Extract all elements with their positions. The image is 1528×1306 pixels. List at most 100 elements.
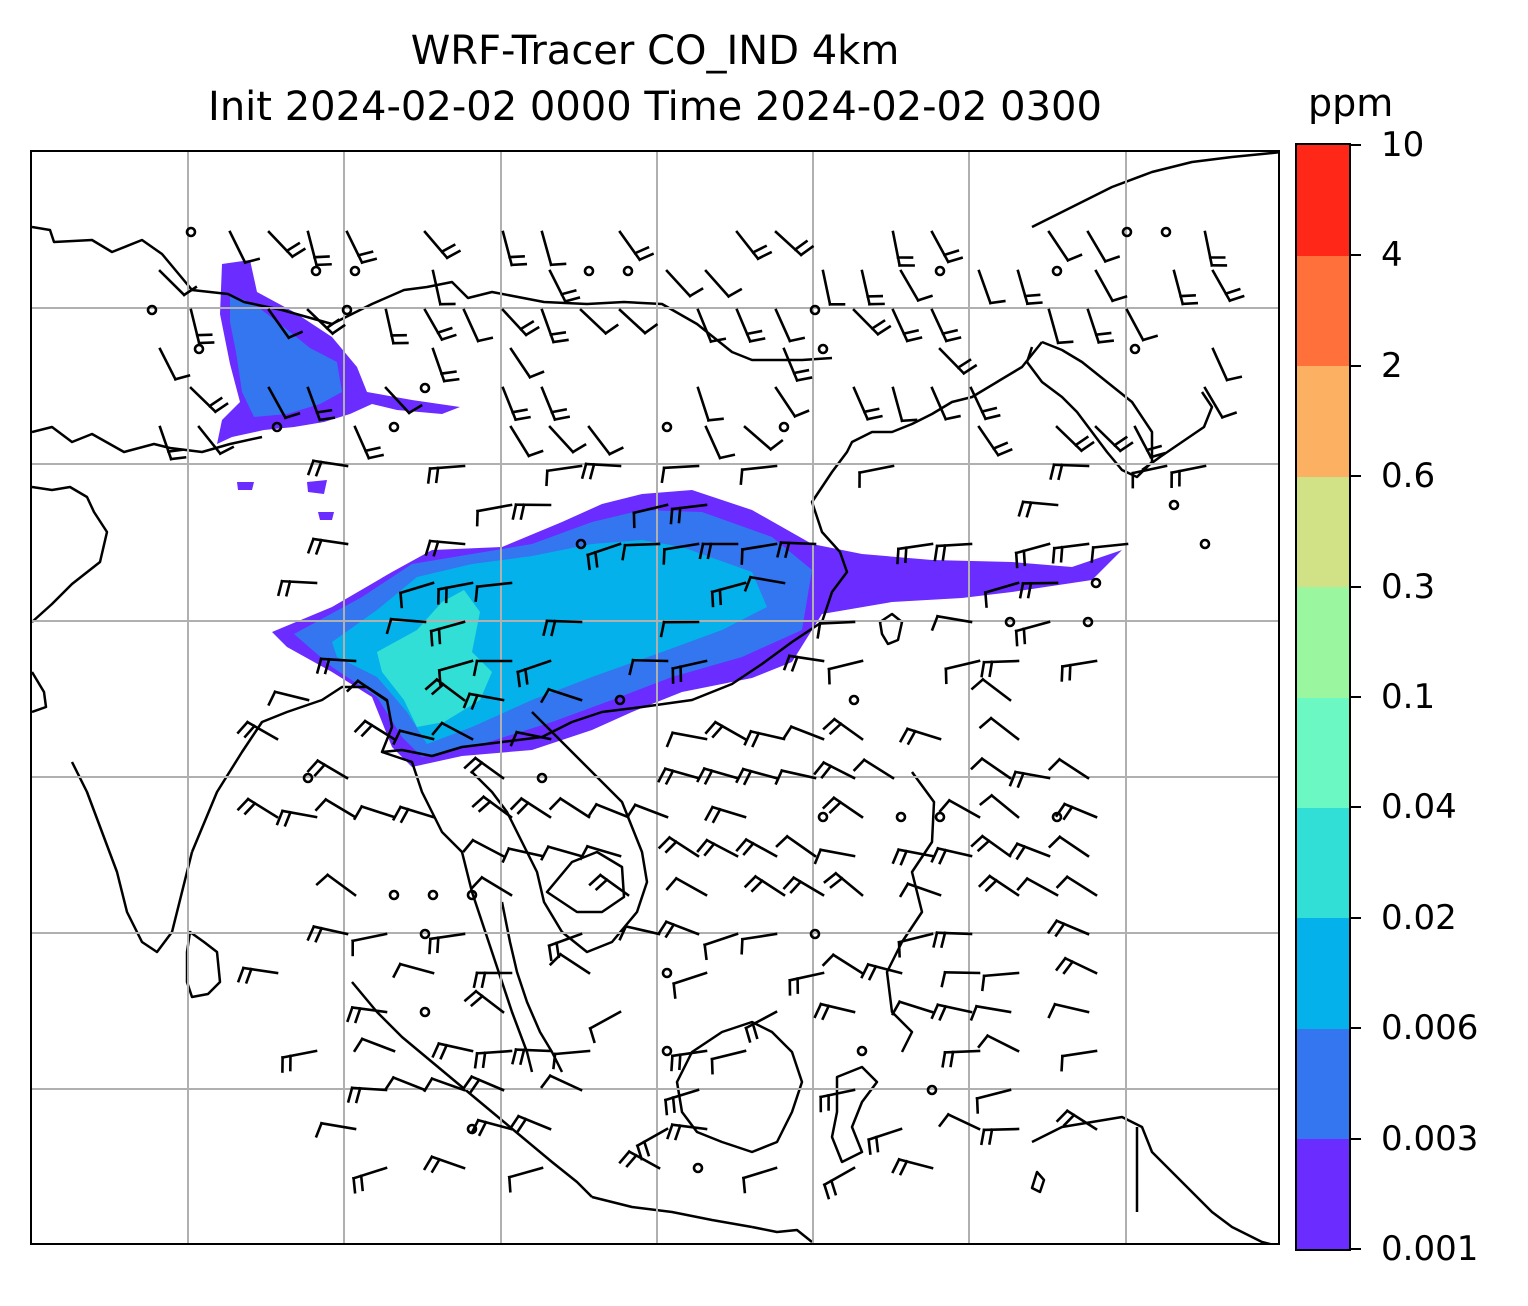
wind-barb-shaft — [748, 575, 786, 585]
wind-barb-shaft — [833, 871, 864, 897]
wind-barb-flag — [799, 244, 815, 257]
wind-barb-shaft — [158, 269, 186, 297]
wind-barb-shaft — [897, 1000, 934, 1014]
wind-barb-shaft — [1125, 308, 1145, 342]
wind-barb-shaft — [713, 720, 747, 741]
wind-barb-flag — [1060, 665, 1064, 682]
calm-wind-marker — [661, 1045, 673, 1057]
wind-barb-shaft — [1025, 876, 1059, 897]
wind-barb-shaft — [624, 924, 661, 936]
colorbar-tick-label: 10 — [1381, 125, 1425, 165]
wind-barb-flag — [430, 682, 446, 696]
wind-barb-flag — [906, 729, 917, 746]
wind-barb-shaft — [788, 971, 825, 982]
wind-barb-flag — [367, 453, 385, 460]
wind-barb-shaft — [867, 1127, 903, 1142]
wind-barb-flag — [660, 466, 666, 484]
wind-barb-flag — [437, 627, 442, 645]
wind-barb-shaft — [514, 1048, 552, 1053]
wind-barb-flag — [236, 720, 250, 735]
wind-barb-shaft — [476, 503, 513, 513]
wind-barb-flag — [539, 1073, 553, 1089]
wind-barb-flag — [944, 414, 961, 421]
wind-barb-flag — [1181, 301, 1199, 306]
wind-barb-flag — [711, 807, 722, 824]
wind-barb-flag — [1224, 287, 1241, 296]
wind-barb-flag — [703, 943, 708, 961]
wind-barb-flag — [197, 341, 215, 345]
wind-barb-flag — [314, 926, 324, 943]
wind-barb-flag — [470, 875, 484, 890]
wind-barb-flag — [429, 629, 434, 647]
wind-barb-flag — [665, 731, 675, 748]
wind-barb-flag — [916, 294, 934, 303]
wind-barb-shaft — [663, 1088, 700, 1102]
wind-barb-shaft — [936, 846, 973, 858]
wind-barb-flag — [314, 538, 323, 555]
wind-barb-flag — [519, 1048, 526, 1066]
calm-wind-marker — [146, 304, 158, 316]
wind-barb-flag — [243, 724, 257, 739]
colorbar-tick — [1351, 1137, 1361, 1140]
wind-barb-flag — [507, 1175, 512, 1193]
wind-barb-flag — [739, 468, 744, 486]
wind-barb-shaft — [547, 687, 583, 702]
plume-main-core — [377, 590, 492, 727]
wind-barb-flag — [243, 801, 257, 816]
wind-barb-flag — [978, 793, 994, 807]
wind-barb-flag — [1179, 294, 1196, 298]
wind-barb-flag — [709, 337, 727, 344]
wind-barb-shaft — [588, 1010, 622, 1031]
wind-barb-flag — [618, 1149, 632, 1165]
wind-barb-flag — [314, 1121, 324, 1138]
wind-barb-shaft — [315, 758, 349, 780]
wind-barb-flag — [789, 879, 803, 894]
wind-barb-shaft — [306, 230, 319, 267]
coast-china-south — [381, 620, 823, 758]
plume-north-inner — [230, 294, 342, 417]
wind-barb-flag — [346, 1005, 354, 1023]
wind-barb-flag — [476, 336, 494, 343]
wind-barb-shaft — [735, 230, 760, 261]
wind-barb-flag — [422, 1155, 434, 1171]
wind-barb-flag — [628, 658, 635, 676]
wind-barb-flag — [633, 245, 650, 255]
wind-barb-flag — [474, 585, 479, 603]
colorbar-tick-label: 0.006 — [1381, 1008, 1479, 1049]
wind-barb-flag — [768, 438, 784, 452]
wind-barb-flag — [552, 1052, 557, 1070]
wind-barb-flag — [821, 952, 836, 967]
calm-wind-marker — [809, 928, 821, 940]
wind-barb-shaft — [782, 347, 799, 383]
wind-barb-flag — [207, 396, 224, 408]
wind-barb-flag — [704, 805, 715, 822]
calm-wind-marker — [848, 694, 860, 706]
wind-barb-flag — [718, 453, 736, 460]
wind-barb-shaft — [519, 796, 552, 819]
calm-wind-marker — [1051, 265, 1063, 277]
wind-barb-shaft — [704, 269, 731, 299]
wind-barb-flag — [904, 546, 908, 564]
calm-wind-marker — [193, 343, 205, 355]
colorbar-segment — [1297, 476, 1349, 588]
calm-wind-marker — [856, 1045, 868, 1057]
wind-barb-flag — [516, 1117, 528, 1133]
wind-barb-shaft — [384, 308, 395, 345]
wind-barb-flag — [236, 797, 250, 812]
wind-barb-shaft — [662, 542, 700, 551]
wind-barb-shaft — [982, 659, 1020, 664]
wind-barb-flag — [941, 328, 959, 336]
wind-barb-flag — [306, 537, 316, 554]
wind-barb-flag — [899, 849, 909, 866]
wind-barb-flag — [422, 1076, 434, 1093]
wind-barb-flag — [445, 249, 462, 260]
map-panel[interactable] — [30, 150, 1280, 1245]
wind-barb-flag — [586, 802, 599, 818]
wind-barb-flag — [539, 687, 551, 704]
calm-wind-marker — [809, 304, 821, 316]
wind-barb-shaft — [545, 464, 583, 473]
wind-barb-flag — [1225, 375, 1243, 382]
wind-barb-shaft — [325, 873, 357, 897]
wind-barb-flag — [823, 871, 838, 884]
wind-barb-shaft — [1052, 542, 1090, 550]
